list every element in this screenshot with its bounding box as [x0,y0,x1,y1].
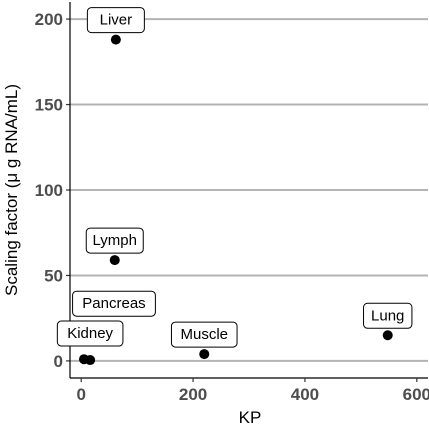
y-tick-label: 200 [35,10,63,29]
x-axis-title: KP [239,408,262,427]
point-label-box [72,290,156,317]
point-label-box [170,321,238,348]
data-point [382,330,393,341]
y-tick-label: 150 [35,96,63,115]
point-label-text: Pancreas [82,295,145,312]
point-label-text: Lung [371,307,404,324]
point-label: Muscle [170,321,238,348]
point-label-text: Lymph [93,232,137,249]
point-label-box [86,7,145,34]
data-point [199,349,210,360]
label-layer: Liver Lymph Muscle Lung Pancreas Kidney [56,7,413,348]
data-point [110,34,121,45]
point-label-text: Kidney [67,325,113,342]
point-label-box [85,227,144,254]
y-tick-label: 50 [44,266,63,285]
x-tick-label: 400 [291,385,319,404]
point-label: Lung [363,302,413,329]
y-tick-label: 100 [35,181,63,200]
axis-layer: 0 50 100 150 200 0 200 400 600 [35,2,429,404]
data-point [85,355,96,366]
point-label: Liver [86,7,145,34]
data-point [109,255,120,266]
point-label-text: Liver [100,12,133,29]
point-label: Kidney [56,320,124,347]
point-label: Pancreas [72,290,156,317]
y-axis-title: Scaling factor (μ g RNA/mL) [2,84,21,296]
point-label: Lymph [85,227,144,254]
x-tick-label: 600 [403,385,429,404]
x-tick-label: 200 [179,385,207,404]
point-layer [78,34,393,366]
point-label-text: Muscle [180,326,228,343]
point-label-box [56,320,124,347]
x-tick-label: 0 [76,385,85,404]
point-label-box [363,302,413,329]
y-tick-label: 0 [54,352,63,371]
